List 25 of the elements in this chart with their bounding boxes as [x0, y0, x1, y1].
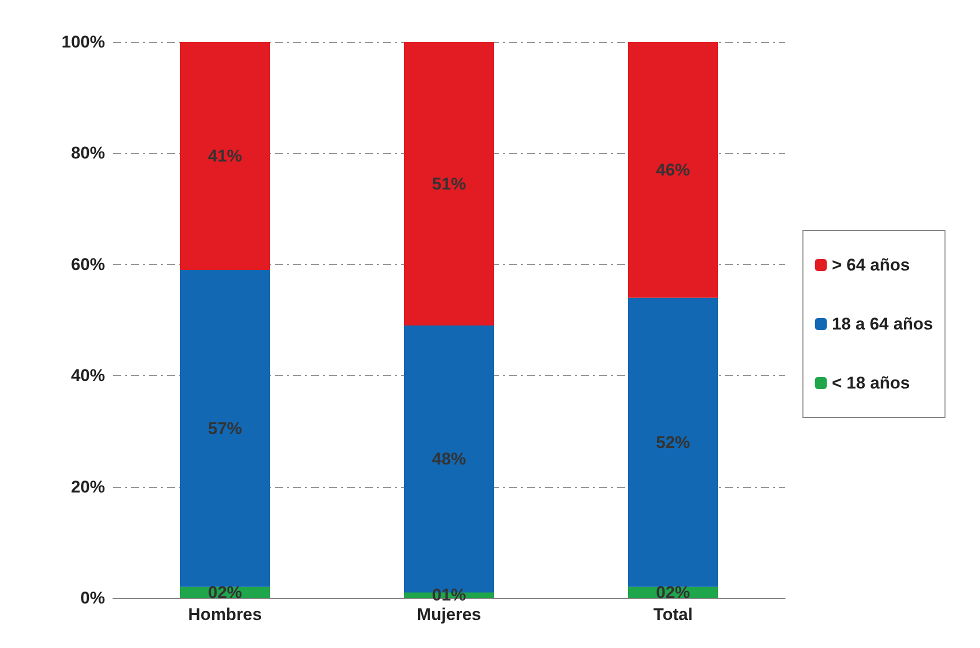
bar [404, 42, 494, 326]
data-label: 46% [656, 160, 690, 180]
data-label: 41% [208, 146, 242, 166]
legend-label: > 64 años [832, 256, 910, 274]
data-label: 02% [208, 582, 242, 602]
data-label: 48% [432, 450, 466, 468]
y-tick-label: 20% [70, 477, 105, 496]
bar [628, 42, 718, 298]
x-tick-label: Hombres [188, 605, 262, 624]
data-label: 51% [432, 174, 466, 194]
data-label: 57% [208, 418, 242, 438]
legend-label: < 18 años [832, 374, 910, 392]
y-tick-label: 80% [70, 144, 105, 163]
data-label: 02% [656, 582, 690, 602]
bar [628, 298, 718, 587]
y-tick-label: 0% [80, 588, 105, 608]
x-tick-label: Total [653, 605, 693, 624]
x-tick-label: Mujeres [416, 605, 482, 624]
bar [180, 270, 270, 587]
bar [180, 42, 270, 270]
y-tick-label: 60% [70, 254, 105, 274]
y-tick-label: 40% [70, 366, 105, 386]
legend-label: 18 a 64 años [832, 314, 934, 334]
y-tick-label: 100% [62, 32, 105, 52]
data-label: 52% [656, 432, 690, 452]
